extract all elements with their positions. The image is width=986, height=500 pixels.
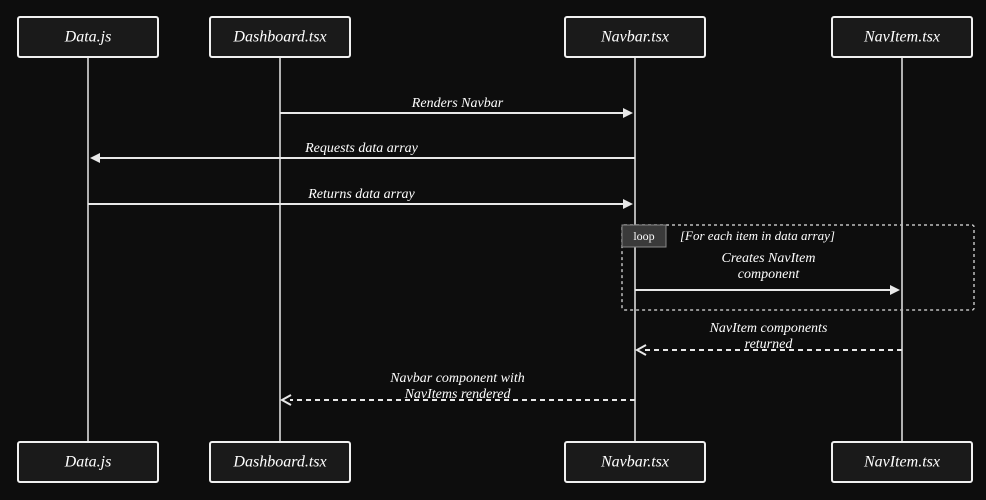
message-label: Navbar component with <box>389 371 525 386</box>
sequence-diagram: loop [For each item in data array] Renders… <box>0 0 986 500</box>
message-label: component <box>738 267 801 282</box>
message-label: returned <box>745 337 794 352</box>
actor-label-data: Data.js <box>64 29 112 46</box>
actor-label-dashboard: Dashboard.tsx <box>232 454 326 471</box>
loop-tag-label: loop <box>633 229 654 243</box>
actor-label-navitem: NavItem.tsx <box>863 454 940 471</box>
actor-label-navitem: NavItem.tsx <box>863 29 940 46</box>
loop-condition: [For each item in data array] <box>680 228 835 243</box>
actor-label-data: Data.js <box>64 454 112 471</box>
message-label: NavItem components <box>709 321 828 336</box>
actor-label-navbar: Navbar.tsx <box>600 29 669 46</box>
actor-label-dashboard: Dashboard.tsx <box>232 29 326 46</box>
actor-label-navbar: Navbar.tsx <box>600 454 669 471</box>
message-label: Renders Navbar <box>411 96 504 111</box>
message-label: Returns data array <box>307 187 415 202</box>
message-label: Requests data array <box>304 141 419 156</box>
message-label: Creates NavItem <box>722 251 816 266</box>
message-label: NavItems rendered <box>404 387 512 402</box>
